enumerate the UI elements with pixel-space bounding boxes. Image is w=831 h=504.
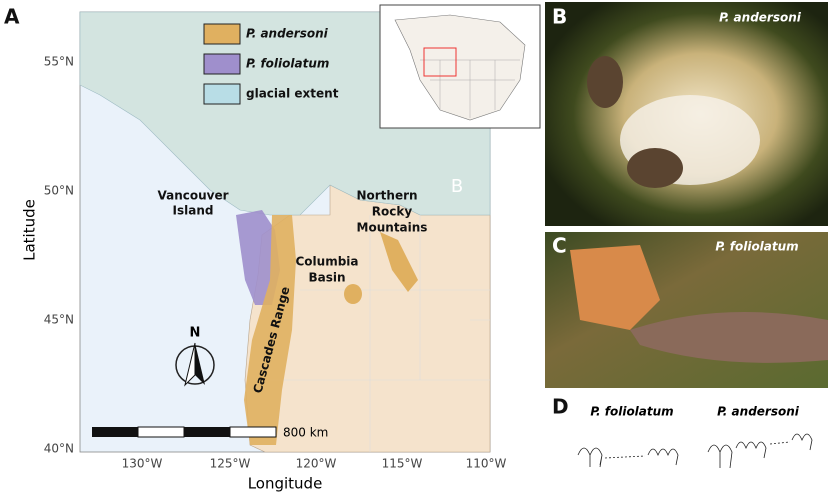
species-label: P. andersoni bbox=[717, 405, 800, 419]
compass-arrow bbox=[184, 342, 196, 387]
y-tick-label: 50°N bbox=[44, 184, 74, 198]
x-axis-label: Longitude bbox=[248, 475, 323, 493]
photo-detail bbox=[630, 312, 828, 363]
y-axis-label: Latitude bbox=[21, 199, 39, 261]
photo-detail bbox=[587, 56, 623, 108]
scale-bar bbox=[137, 426, 185, 438]
photo-caption: P. foliolatum bbox=[715, 240, 798, 254]
x-tick-label: 130°W bbox=[122, 457, 163, 471]
legend-label: P. foliolatum bbox=[246, 57, 329, 71]
map: P. andersoni P. foliolatum glacial exten… bbox=[79, 4, 541, 453]
scale-label: 800 km bbox=[283, 426, 328, 440]
legend-swatch bbox=[203, 83, 241, 105]
map-label: Northern bbox=[356, 189, 417, 203]
panel-label: A bbox=[4, 5, 20, 29]
legend-label: P. andersoni bbox=[246, 27, 329, 41]
map-label: Rocky bbox=[372, 205, 413, 219]
inset-label: B bbox=[451, 176, 463, 197]
map-label: Columbia bbox=[295, 255, 358, 269]
andersoni-range-rockies bbox=[380, 232, 418, 292]
foliolatum-range bbox=[236, 210, 280, 305]
map-label: Mountains bbox=[357, 221, 428, 235]
map-label: Basin bbox=[308, 271, 345, 285]
y-tick-label: 55°N bbox=[44, 55, 74, 69]
scale-bar bbox=[184, 427, 230, 437]
andersoni-range-basin bbox=[344, 284, 362, 304]
inset-borders bbox=[420, 59, 520, 118]
photo-detail bbox=[627, 148, 683, 188]
legend-swatch bbox=[203, 23, 241, 45]
scale-bar bbox=[92, 427, 138, 437]
andersoni-range bbox=[244, 215, 296, 445]
teeth-drawings bbox=[577, 433, 813, 469]
photo-caption: P. andersoni bbox=[719, 11, 802, 25]
map-label: Island bbox=[173, 204, 214, 218]
compass-arrow bbox=[195, 343, 205, 385]
y-tick-label: 45°N bbox=[44, 313, 74, 327]
x-tick-label: 115°W bbox=[382, 457, 423, 471]
x-tick-label: 120°W bbox=[296, 457, 337, 471]
map-label: Vancouver bbox=[157, 189, 228, 203]
borders bbox=[270, 215, 490, 452]
y-tick-label: 40°N bbox=[44, 442, 74, 456]
legend-swatch bbox=[203, 53, 241, 75]
photo-detail bbox=[570, 245, 660, 330]
x-tick-label: 110°W bbox=[466, 457, 507, 471]
inset-extent bbox=[423, 47, 457, 77]
scale-bar bbox=[229, 426, 277, 438]
legend-label: glacial extent bbox=[246, 87, 339, 101]
panel-label: D bbox=[552, 395, 569, 419]
x-tick-label: 125°W bbox=[210, 457, 251, 471]
north-label: N bbox=[190, 326, 201, 341]
panel-label: C bbox=[552, 234, 567, 258]
species-label: P. foliolatum bbox=[590, 405, 673, 419]
panel-label: B bbox=[552, 5, 567, 29]
inset-land bbox=[394, 14, 526, 121]
